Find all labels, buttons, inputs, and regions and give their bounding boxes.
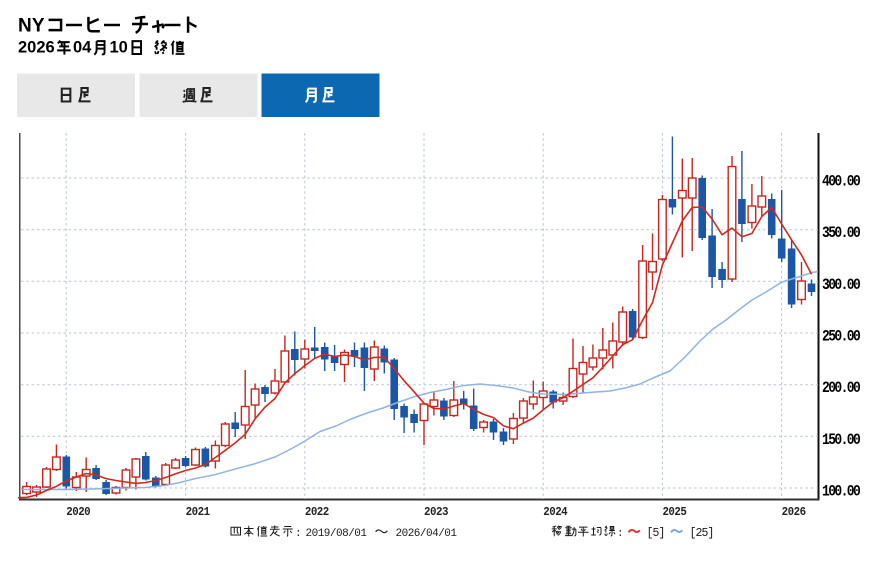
svg-text:250.00: 250.00 <box>822 328 860 345</box>
svg-text:150.00: 150.00 <box>822 432 860 449</box>
svg-text:2026: 2026 <box>18 39 55 57</box>
svg-text:2022: 2022 <box>305 505 329 519</box>
svg-text:[5]: [5] <box>647 527 665 540</box>
svg-text:2024: 2024 <box>543 505 567 519</box>
svg-text:[25]: [25] <box>690 527 714 540</box>
svg-text:NY: NY <box>18 16 45 37</box>
svg-text:2023: 2023 <box>424 505 448 519</box>
svg-text:200.00: 200.00 <box>822 380 860 397</box>
svg-text:2025: 2025 <box>662 505 686 519</box>
svg-text:04: 04 <box>73 39 92 57</box>
svg-text:2021: 2021 <box>186 505 210 519</box>
svg-text:100.00: 100.00 <box>822 483 860 500</box>
svg-text:350.00: 350.00 <box>822 225 860 242</box>
svg-text:2019/08/01: 2019/08/01 <box>306 528 368 540</box>
svg-text::: : <box>617 528 624 540</box>
svg-text::: : <box>295 528 302 540</box>
svg-text:10: 10 <box>110 39 128 57</box>
svg-text:2026/04/01: 2026/04/01 <box>396 528 458 540</box>
svg-text:300.00: 300.00 <box>822 277 860 294</box>
svg-text:400.00: 400.00 <box>822 173 860 190</box>
svg-text:2020: 2020 <box>66 505 90 519</box>
svg-text:2026: 2026 <box>782 505 806 519</box>
